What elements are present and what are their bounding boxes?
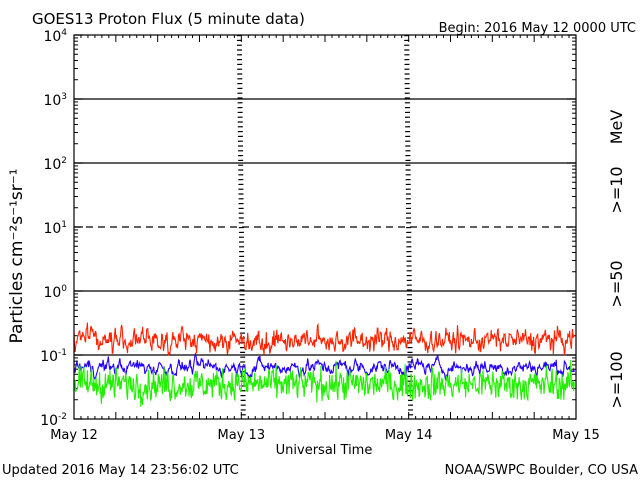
y-tick-label: 10-1: [40, 348, 67, 365]
x-tick-label: May 15: [552, 428, 600, 443]
x-tick-label: May 14: [385, 428, 433, 443]
series-10: [73, 322, 575, 356]
y-tick-label: 102: [43, 156, 67, 173]
footer-credit: NOAA/SWPC Boulder, CO USA: [445, 463, 638, 478]
x-tick-label: May 13: [218, 428, 266, 443]
day-separator: [236, 34, 246, 420]
series-100: [73, 360, 575, 407]
y-tick-label: 103: [43, 92, 67, 109]
begin-label: Begin: 2016 May 12 0000 UTC: [439, 21, 636, 36]
y-tick-label: 101: [43, 220, 67, 237]
series-50: [73, 352, 575, 382]
legend-ge10: >=10: [607, 166, 626, 213]
unit-label: MeV: [607, 110, 626, 145]
legend-ge50: >=50: [607, 260, 626, 307]
y-axis-label: Particles cm⁻²s⁻¹sr⁻¹: [7, 168, 27, 343]
day-separator: [404, 34, 414, 420]
plot-frame: [73, 34, 577, 420]
chart-title: GOES13 Proton Flux (5 minute data): [32, 10, 305, 28]
x-axis-label: Universal Time: [276, 443, 373, 458]
y-tick-label: 104: [43, 28, 67, 45]
series-line: [73, 360, 575, 407]
y-tick-label: 100: [43, 284, 67, 301]
series-line: [73, 352, 575, 382]
legend-ge100: >=100: [607, 351, 626, 408]
x-tick-label: May 12: [50, 428, 98, 443]
y-tick-label: 10-2: [40, 412, 67, 429]
footer-updated: Updated 2016 May 14 23:56:02 UTC: [2, 463, 239, 478]
series-line: [73, 322, 575, 356]
